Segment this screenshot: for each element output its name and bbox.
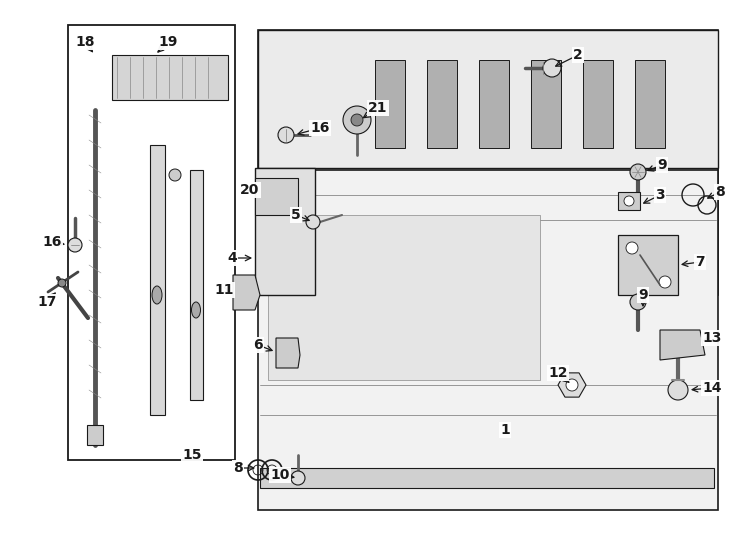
Circle shape	[630, 164, 646, 180]
Text: 7: 7	[695, 255, 705, 269]
Polygon shape	[618, 235, 678, 295]
Text: 15: 15	[182, 448, 202, 462]
Polygon shape	[375, 60, 405, 148]
Bar	[150, 145, 165, 415]
Circle shape	[626, 242, 638, 254]
Circle shape	[351, 114, 363, 126]
Text: 19: 19	[159, 35, 178, 49]
Text: 4: 4	[227, 251, 237, 265]
Polygon shape	[660, 330, 705, 360]
Circle shape	[543, 59, 561, 77]
Text: 8: 8	[233, 461, 243, 475]
Bar	[87, 425, 103, 445]
Text: 9: 9	[638, 288, 648, 302]
Circle shape	[624, 196, 634, 206]
Text: 16: 16	[310, 121, 330, 135]
Text: 12: 12	[548, 366, 568, 380]
Text: 8: 8	[715, 185, 725, 199]
Bar	[190, 170, 203, 400]
Text: 14: 14	[702, 381, 722, 395]
Text: 11: 11	[214, 283, 233, 297]
Polygon shape	[583, 60, 613, 148]
Circle shape	[659, 276, 671, 288]
Polygon shape	[268, 215, 540, 380]
Text: 6: 6	[253, 338, 263, 352]
Polygon shape	[635, 60, 665, 148]
Text: 13: 13	[702, 331, 722, 345]
Text: 20: 20	[240, 183, 260, 197]
Circle shape	[169, 169, 181, 181]
Circle shape	[291, 471, 305, 485]
Polygon shape	[112, 55, 228, 100]
Text: 21: 21	[368, 101, 388, 115]
Text: 17: 17	[37, 295, 57, 309]
Bar	[68, 25, 235, 460]
Polygon shape	[258, 30, 718, 168]
Text: 1: 1	[500, 423, 510, 437]
Circle shape	[630, 294, 646, 310]
Polygon shape	[255, 178, 298, 215]
Circle shape	[306, 215, 320, 229]
Polygon shape	[233, 275, 260, 310]
Polygon shape	[427, 60, 457, 148]
Polygon shape	[531, 60, 561, 148]
Text: 16: 16	[43, 235, 62, 249]
Bar	[618, 192, 640, 210]
Circle shape	[278, 127, 294, 143]
Polygon shape	[258, 170, 718, 510]
Circle shape	[668, 380, 688, 400]
Ellipse shape	[192, 302, 200, 318]
Polygon shape	[255, 168, 315, 295]
Polygon shape	[479, 60, 509, 148]
Ellipse shape	[152, 286, 162, 304]
Circle shape	[58, 279, 66, 287]
Circle shape	[566, 379, 578, 391]
Text: 5: 5	[291, 208, 301, 222]
Text: 2: 2	[573, 48, 583, 62]
Circle shape	[343, 106, 371, 134]
Text: 9: 9	[657, 158, 666, 172]
Text: 18: 18	[76, 35, 95, 49]
Polygon shape	[276, 338, 300, 368]
Circle shape	[68, 238, 82, 252]
Polygon shape	[258, 30, 718, 295]
Polygon shape	[260, 468, 714, 488]
Text: 3: 3	[655, 188, 665, 202]
Text: 10: 10	[270, 468, 290, 482]
